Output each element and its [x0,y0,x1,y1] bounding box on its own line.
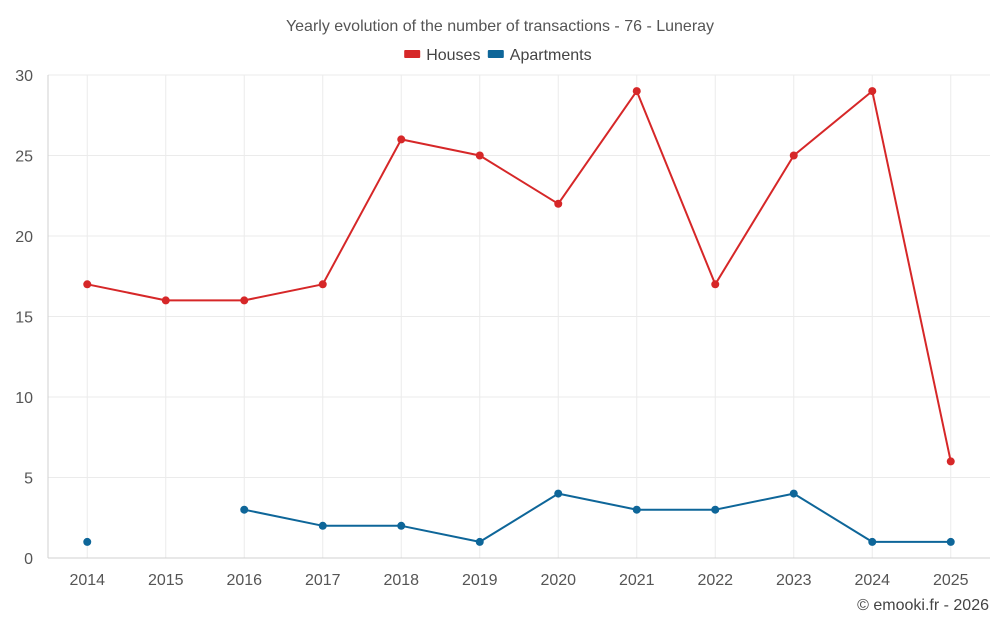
legend-swatch-houses [404,50,421,58]
apartments-point[interactable] [83,537,92,546]
apartments-point[interactable] [946,537,955,546]
houses-line [87,90,952,462]
apartments-point[interactable] [240,505,249,514]
x-tick-label: 2019 [462,572,498,589]
x-tick-label: 2014 [69,572,105,589]
x-tick-label: 2022 [697,572,733,589]
series-apartments [83,489,955,546]
x-tick-label: 2025 [933,572,969,589]
houses-point[interactable] [711,280,720,289]
y-tick-label: 20 [15,229,33,246]
y-tick-label: 15 [15,310,33,327]
houses-point[interactable] [789,151,798,160]
houses-point[interactable] [240,296,249,305]
legend-swatch-apartments [487,50,504,58]
y-tick-label: 30 [15,68,33,85]
legend-label-apartments: Apartments [510,47,592,64]
y-tick-label: 10 [15,390,33,407]
x-tick-label: 2015 [148,572,184,589]
legend-item-houses[interactable]: Houses [404,47,480,64]
houses-point[interactable] [632,87,641,96]
x-tick-label: 2017 [305,572,341,589]
apartments-line [244,492,951,543]
houses-point[interactable] [946,457,955,466]
x-tick-label: 2021 [619,572,655,589]
x-tick-label: 2016 [226,572,262,589]
grid-layer [48,74,990,558]
apartments-point[interactable] [397,521,406,530]
apartments-point[interactable] [318,521,327,530]
series-layer [83,87,955,546]
apartments-point[interactable] [789,489,798,498]
legend-item-apartments[interactable]: Apartments [487,47,592,64]
series-houses [83,87,955,466]
x-tick-label: 2024 [854,572,890,589]
apartments-point[interactable] [554,489,563,498]
houses-point[interactable] [397,135,406,144]
houses-point[interactable] [161,296,170,305]
houses-point[interactable] [868,87,877,96]
houses-point[interactable] [83,280,92,289]
houses-point[interactable] [554,199,563,208]
apartments-point[interactable] [711,505,720,514]
x-tick-label: 2023 [776,572,812,589]
apartments-point[interactable] [475,537,484,546]
chart-title: Yearly evolution of the number of transa… [286,18,714,35]
apartments-point[interactable] [868,537,877,546]
legend[interactable]: Houses Apartments [404,47,592,64]
credit-text: © emooki.fr - 2026 [857,597,989,614]
legend-label-houses: Houses [426,47,480,64]
x-tick-label: 2018 [383,572,419,589]
houses-point[interactable] [475,151,484,160]
y-tick-label: 0 [24,551,33,568]
apartments-point[interactable] [632,505,641,514]
houses-point[interactable] [318,280,327,289]
y-tick-label: 5 [24,471,33,488]
x-tick-label: 2020 [540,572,576,589]
y-tick-label: 25 [15,149,33,166]
